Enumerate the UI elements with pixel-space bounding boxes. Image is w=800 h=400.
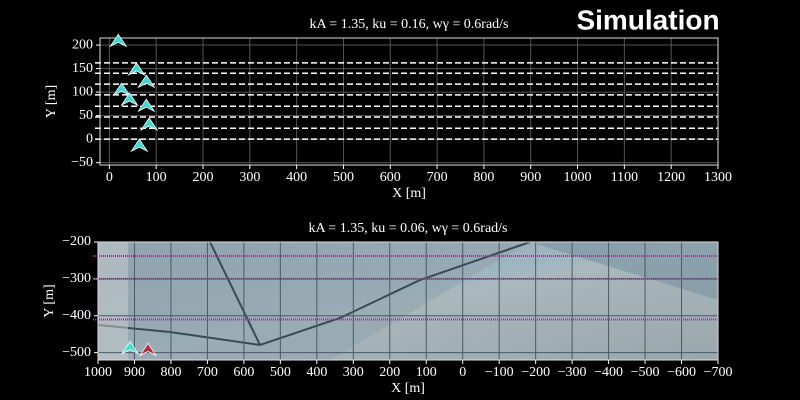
- x-tick-label: −500: [631, 365, 660, 380]
- x-tick-label: 500: [270, 365, 291, 380]
- x-tick-label: 200: [193, 170, 214, 185]
- plot-frame: [97, 241, 719, 361]
- x-tick-label: 600: [233, 365, 254, 380]
- x-tick-label: 1100: [611, 170, 638, 185]
- video-title: Simulation: [576, 4, 719, 35]
- x-tick-label: 800: [160, 365, 181, 380]
- x-tick-label: 1300: [704, 170, 732, 185]
- x-axis-label: X [m]: [392, 186, 426, 201]
- x-tick-label: 800: [473, 170, 494, 185]
- x-tick-label: −100: [485, 365, 514, 380]
- drone-marker: [112, 82, 131, 97]
- x-tick-label: −600: [667, 365, 696, 380]
- y-tick-label: 150: [72, 61, 93, 76]
- drone-marker: [137, 98, 156, 113]
- x-tick-label: 300: [343, 365, 364, 380]
- x-tick-label: 1000: [564, 170, 592, 185]
- plot-title: kA = 1.35, ku = 0.06, wγ = 0.6rad/s: [308, 221, 507, 236]
- y-tick-label: −500: [62, 345, 91, 360]
- x-tick-label: 1000: [84, 365, 112, 380]
- y-tick-label: −400: [62, 308, 91, 323]
- x-tick-label: 700: [197, 365, 218, 380]
- x-tick-label: −300: [558, 365, 587, 380]
- x-tick-label: 100: [146, 170, 167, 185]
- plot-frame: [99, 37, 719, 166]
- x-tick-label: 900: [520, 170, 541, 185]
- x-tick-label: 0: [459, 365, 466, 380]
- x-tick-label: 1200: [657, 170, 685, 185]
- x-tick-label: 400: [286, 170, 307, 185]
- x-tick-label: 0: [106, 170, 113, 185]
- x-tick-label: 200: [379, 365, 400, 380]
- drone-marker: [137, 74, 156, 89]
- x-tick-label: 300: [239, 170, 260, 185]
- x-tick-label: 400: [306, 365, 327, 380]
- drone-marker: [120, 92, 139, 107]
- x-axis-label: X [m]: [391, 381, 425, 396]
- y-tick-label: 0: [86, 131, 93, 146]
- drone-marker: [139, 117, 159, 132]
- drone-marker: [127, 62, 146, 77]
- x-tick-label: −700: [704, 365, 733, 380]
- x-tick-label: 100: [416, 365, 437, 380]
- x-tick-label: 600: [380, 170, 401, 185]
- x-tick-label: −200: [521, 365, 550, 380]
- y-tick-label: 100: [72, 84, 93, 99]
- drone-marker: [109, 33, 128, 48]
- y-tick-label: −200: [62, 234, 91, 249]
- y-tick-label: 50: [79, 108, 93, 123]
- y-axis-label: Y [m]: [44, 85, 59, 118]
- plot-title: kA = 1.35, ku = 0.16, wγ = 0.6rad/s: [309, 17, 508, 32]
- y-tick-label: −300: [62, 271, 91, 286]
- y-tick-label: −50: [71, 155, 93, 170]
- aerial-image: [97, 241, 718, 360]
- x-tick-label: 500: [333, 170, 354, 185]
- y-axis-label: Y [m]: [42, 284, 57, 317]
- x-tick-label: 700: [427, 170, 448, 185]
- drone-marker: [130, 138, 149, 153]
- drone-marker: [138, 342, 158, 357]
- drone-marker: [120, 340, 140, 355]
- x-tick-label: −400: [594, 365, 623, 380]
- y-tick-label: 200: [72, 37, 93, 52]
- x-tick-label: 900: [124, 365, 145, 380]
